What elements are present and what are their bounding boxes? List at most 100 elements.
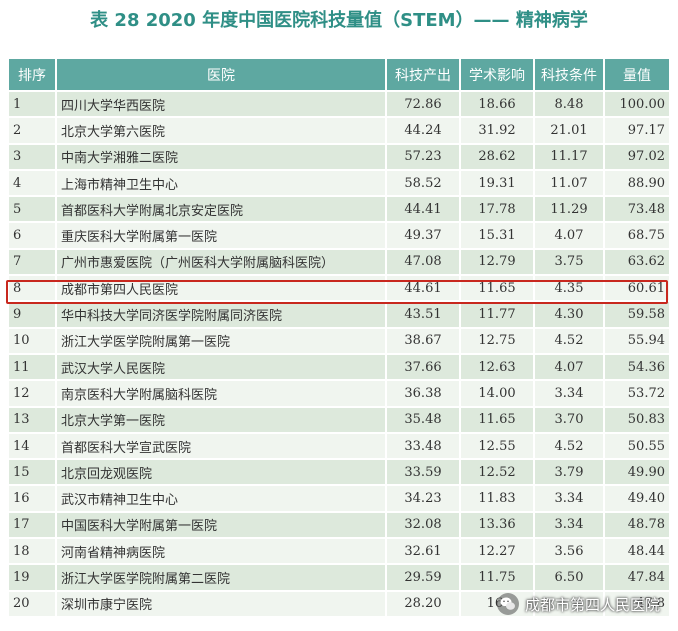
cell-value: 63.62	[605, 249, 669, 275]
cell-hospital: 浙江大学医学院附属第二医院	[57, 565, 385, 590]
cell-condition: 3.79	[535, 460, 603, 485]
cell-hospital: 首都医科大学宣武医院	[57, 433, 385, 459]
table-row: 3 中南大学湘雅二医院 57.23 28.62 11.17 97.02	[9, 144, 669, 169]
cell-value: 73.48	[605, 197, 669, 222]
table-row: 17 中国医科大学附属第一医院 32.08 13.36 3.34 48.78	[9, 512, 669, 538]
cell-output: 33.59	[387, 460, 459, 485]
cell-condition: 21.01	[535, 118, 603, 143]
cell-output: 44.41	[387, 197, 459, 222]
cell-academic: 12.79	[461, 249, 533, 275]
cell-hospital: 中国医科大学附属第一医院	[57, 512, 385, 538]
cell-output: 32.08	[387, 512, 459, 538]
cell-condition: 4.07	[535, 354, 603, 380]
table-row: 14 首都医科大学宣武医院 33.48 12.55 4.52 50.55	[9, 433, 669, 459]
cell-value: 50.55	[605, 433, 669, 459]
cell-hospital: 武汉市精神卫生中心	[57, 486, 385, 511]
header-value: 量值	[605, 59, 669, 90]
table-row: 1 四川大学华西医院 72.86 18.66 8.48 100.00	[9, 92, 669, 117]
cell-rank: 3	[9, 144, 55, 169]
cell-value: 49.40	[605, 486, 669, 511]
table-row: 9 华中科技大学同济医学院附属同济医院 43.51 11.77 4.30 59.58	[9, 302, 669, 327]
cell-output: 36.38	[387, 381, 459, 406]
cell-academic: 12.63	[461, 354, 533, 380]
cell-condition: 11.07	[535, 170, 603, 196]
cell-academic: 11.75	[461, 565, 533, 590]
cell-condition	[535, 591, 603, 616]
cell-hospital: 浙江大学医学院附属第一医院	[57, 328, 385, 353]
cell-rank: 5	[9, 197, 55, 222]
cell-rank: 19	[9, 565, 55, 590]
cell-rank: 2	[9, 118, 55, 143]
table-row: 2 北京大学第六医院 44.24 31.92 21.01 97.17	[9, 118, 669, 143]
cell-condition: 4.52	[535, 433, 603, 459]
cell-value: 53.72	[605, 381, 669, 406]
cell-hospital: 广州市惠爱医院（广州医科大学附属脑科医院）	[57, 249, 385, 275]
table-header-row: 排序 医院 科技产出 学术影响 科技条件 量值	[9, 59, 669, 90]
cell-condition: 3.34	[535, 512, 603, 538]
cell-value: 97.17	[605, 118, 669, 143]
cell-hospital: 北京回龙观医院	[57, 460, 385, 485]
cell-value: 50.83	[605, 407, 669, 432]
cell-condition: 4.30	[535, 302, 603, 327]
table-row: 4 上海市精神卫生中心 58.52 19.31 11.07 88.90	[9, 170, 669, 196]
cell-output: 57.23	[387, 144, 459, 169]
cell-condition: 4.07	[535, 223, 603, 248]
cell-condition: 3.56	[535, 539, 603, 564]
header-rank: 排序	[9, 59, 55, 90]
cell-rank: 10	[9, 328, 55, 353]
cell-hospital: 北京大学第六医院	[57, 118, 385, 143]
cell-hospital: 武汉大学人民医院	[57, 354, 385, 380]
table-row: 15 北京回龙观医院 33.59 12.52 3.79 49.90	[9, 460, 669, 485]
cell-value: 68.75	[605, 223, 669, 248]
cell-condition: 11.17	[535, 144, 603, 169]
cell-hospital: 中南大学湘雅二医院	[57, 144, 385, 169]
cell-academic: 12.55	[461, 433, 533, 459]
cell-output: 38.67	[387, 328, 459, 353]
cell-output: 29.59	[387, 565, 459, 590]
cell-output: 33.48	[387, 433, 459, 459]
header-academic: 学术影响	[461, 59, 533, 90]
watermark: 成都市第四人民医院	[496, 593, 660, 615]
cell-value: 59.58	[605, 302, 669, 327]
cell-hospital: 四川大学华西医院	[57, 92, 385, 117]
cell-hospital: 上海市精神卫生中心	[57, 170, 385, 196]
table-row: 6 重庆医科大学附属第一医院 49.37 15.31 4.07 68.75	[9, 223, 669, 248]
cell-value: 55.94	[605, 328, 669, 353]
cell-condition: 3.34	[535, 381, 603, 406]
cell-value: 88.90	[605, 170, 669, 196]
cell-value: 47.84	[605, 565, 669, 590]
cell-academic: 18.66	[461, 92, 533, 117]
cell-rank: 18	[9, 539, 55, 564]
cell-value: 49.90	[605, 460, 669, 485]
cell-hospital: 河南省精神病医院	[57, 539, 385, 564]
cell-academic: 12.52	[461, 460, 533, 485]
cell-academic: 19.31	[461, 170, 533, 196]
table-title: 表 28 2020 年度中国医院科技量值（STEM）—— 精神病学	[90, 10, 588, 31]
cell-condition: 4.52	[535, 328, 603, 353]
cell-value: 48.44	[605, 539, 669, 564]
cell-output: 34.23	[387, 486, 459, 511]
cell-value: 54.36	[605, 354, 669, 380]
cell-condition: 3.75	[535, 249, 603, 275]
cell-rank: 17	[9, 512, 55, 538]
table-row: 5 首都医科大学附属北京安定医院 44.41 17.78 11.29 73.48	[9, 197, 669, 222]
table-row: 13 北京大学第一医院 35.48 11.65 3.70 50.83	[9, 407, 669, 432]
cell-academic: 11.65	[461, 407, 533, 432]
cell-hospital: 首都医科大学附属北京安定医院	[57, 197, 385, 222]
table-row: 18 河南省精神病医院 32.61 12.27 3.56 48.44	[9, 539, 669, 564]
cell-hospital: 华中科技大学同济医学院附属同济医院	[57, 302, 385, 327]
cell-academic: 12.27	[461, 539, 533, 564]
cell-output: 47.08	[387, 249, 459, 275]
cell-condition: 3.34	[535, 486, 603, 511]
wechat-icon	[496, 593, 519, 615]
cell-hospital: 重庆医科大学附属第一医院	[57, 223, 385, 248]
table-row: 7 广州市惠爱医院（广州医科大学附属脑科医院） 47.08 12.79 3.75 63.6…	[9, 249, 669, 275]
cell-rank: 1	[9, 92, 55, 117]
cell-output: 43.51	[387, 302, 459, 327]
cell-condition: 6.50	[535, 565, 603, 590]
cell-rank: 7	[9, 249, 55, 275]
cell-rank: 11	[9, 354, 55, 380]
cell-academic: 11.83	[461, 486, 533, 511]
table-row: 10 浙江大学医学院附属第一医院 38.67 12.75 4.52 55.94	[9, 328, 669, 353]
